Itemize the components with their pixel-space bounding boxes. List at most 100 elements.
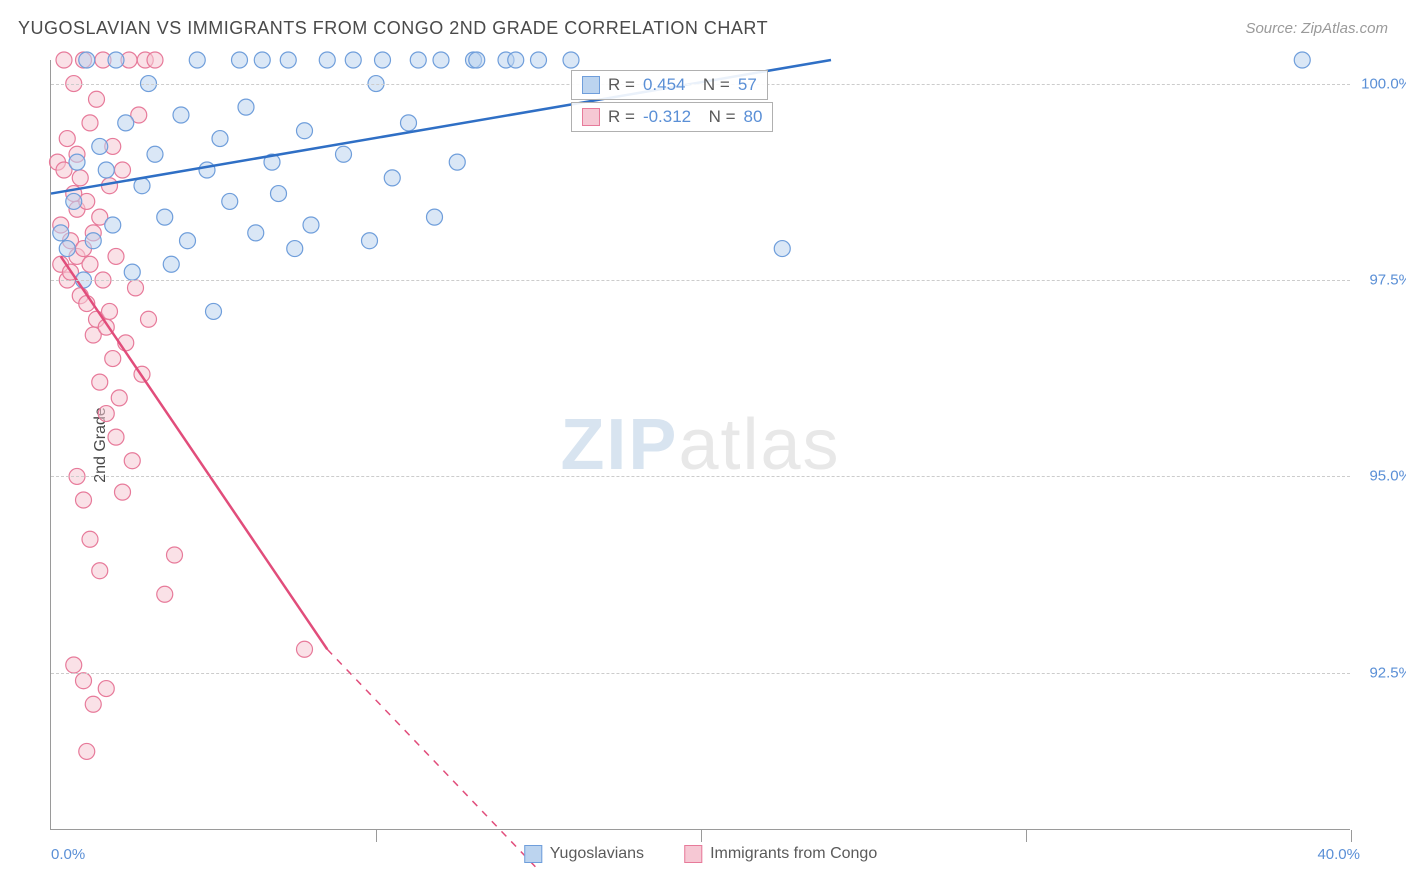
source-attribution: Source: ZipAtlas.com — [1245, 20, 1388, 37]
statbox-N-value: 57 — [738, 75, 757, 95]
scatter-point-blue — [345, 52, 361, 68]
scatter-point-pink — [76, 492, 92, 508]
scatter-point-blue — [336, 146, 352, 162]
chart-container: YUGOSLAVIAN VS IMMIGRANTS FROM CONGO 2ND… — [0, 0, 1406, 892]
scatter-point-pink — [72, 170, 88, 186]
statbox-R-label: R = — [608, 107, 635, 127]
statbox-N-label: N = — [699, 107, 735, 127]
scatter-point-pink — [82, 256, 98, 272]
scatter-point-blue — [508, 52, 524, 68]
scatter-point-blue — [401, 115, 417, 131]
scatter-point-pink — [111, 390, 127, 406]
scatter-point-blue — [375, 52, 391, 68]
scatter-point-pink — [98, 681, 114, 697]
scatter-point-blue — [108, 52, 124, 68]
scatter-point-blue — [147, 146, 163, 162]
scatter-point-blue — [212, 131, 228, 147]
trendline-pink — [61, 256, 328, 649]
scatter-point-blue — [124, 264, 140, 280]
scatter-point-pink — [157, 586, 173, 602]
gridline-h — [51, 280, 1350, 281]
scatter-point-pink — [82, 531, 98, 547]
scatter-point-pink — [98, 406, 114, 422]
scatter-point-pink — [85, 696, 101, 712]
xtick-mark — [1026, 830, 1027, 842]
statbox-N-label: N = — [693, 75, 729, 95]
scatter-point-pink — [128, 280, 144, 296]
scatter-point-pink — [92, 374, 108, 390]
scatter-point-blue — [79, 52, 95, 68]
scatter-point-blue — [85, 233, 101, 249]
scatter-point-blue — [222, 193, 238, 209]
scatter-point-pink — [82, 115, 98, 131]
scatter-point-pink — [141, 311, 157, 327]
chart-title: YUGOSLAVIAN VS IMMIGRANTS FROM CONGO 2ND… — [18, 18, 768, 39]
scatter-point-blue — [180, 233, 196, 249]
xtick-label-right: 40.0% — [1317, 846, 1360, 863]
legend-label-blue: Yugoslavians — [550, 845, 644, 863]
scatter-point-blue — [531, 52, 547, 68]
scatter-point-blue — [189, 52, 205, 68]
scatter-point-blue — [297, 123, 313, 139]
xtick-mark — [1351, 830, 1352, 842]
scatter-point-blue — [303, 217, 319, 233]
scatter-point-pink — [66, 657, 82, 673]
scatter-point-blue — [410, 52, 426, 68]
scatter-point-blue — [248, 225, 264, 241]
scatter-point-blue — [287, 241, 303, 257]
statbox-R-value: -0.312 — [643, 107, 691, 127]
legend-item-pink: Immigrants from Congo — [684, 845, 877, 863]
xtick-mark — [701, 830, 702, 842]
scatter-point-blue — [433, 52, 449, 68]
scatter-point-pink — [147, 52, 163, 68]
scatter-point-blue — [59, 241, 75, 257]
scatter-point-blue — [1294, 52, 1310, 68]
xtick-label-left: 0.0% — [51, 846, 85, 863]
ytick-label: 95.0% — [1369, 468, 1406, 485]
scatter-point-blue — [469, 52, 485, 68]
scatter-point-blue — [238, 99, 254, 115]
scatter-point-pink — [102, 303, 118, 319]
plot-area: 2nd Grade ZIPatlas Yugoslavians Immigran… — [50, 60, 1350, 830]
scatter-point-blue — [66, 193, 82, 209]
scatter-point-blue — [157, 209, 173, 225]
scatter-point-blue — [362, 233, 378, 249]
scatter-point-blue — [53, 225, 69, 241]
scatter-point-blue — [118, 115, 134, 131]
xtick-mark — [376, 830, 377, 842]
statbox-pink: R =-0.312 N =80 — [571, 102, 773, 132]
statbox-swatch-blue — [582, 76, 600, 94]
statbox-R-label: R = — [608, 75, 635, 95]
legend-swatch-pink — [684, 845, 702, 863]
trendline-pink-dashed — [327, 649, 538, 870]
scatter-point-pink — [79, 743, 95, 759]
scatter-point-blue — [206, 303, 222, 319]
ytick-label: 100.0% — [1361, 75, 1406, 92]
scatter-point-pink — [115, 162, 131, 178]
chart-svg — [51, 60, 1350, 829]
legend-label-pink: Immigrants from Congo — [710, 845, 877, 863]
scatter-point-pink — [76, 673, 92, 689]
ytick-label: 92.5% — [1369, 664, 1406, 681]
gridline-h — [51, 673, 1350, 674]
scatter-point-blue — [319, 52, 335, 68]
scatter-point-blue — [271, 186, 287, 202]
scatter-point-blue — [98, 162, 114, 178]
scatter-point-pink — [105, 351, 121, 367]
scatter-point-blue — [449, 154, 465, 170]
scatter-point-blue — [199, 162, 215, 178]
legend: Yugoslavians Immigrants from Congo — [524, 845, 877, 863]
scatter-point-blue — [563, 52, 579, 68]
scatter-point-blue — [69, 154, 85, 170]
ytick-label: 97.5% — [1369, 272, 1406, 289]
scatter-point-pink — [115, 484, 131, 500]
gridline-h — [51, 476, 1350, 477]
scatter-point-pink — [167, 547, 183, 563]
legend-item-blue: Yugoslavians — [524, 845, 644, 863]
scatter-point-pink — [297, 641, 313, 657]
scatter-point-pink — [108, 248, 124, 264]
legend-swatch-blue — [524, 845, 542, 863]
statbox-blue: R =0.454 N =57 — [571, 70, 768, 100]
scatter-point-blue — [92, 138, 108, 154]
scatter-point-blue — [173, 107, 189, 123]
